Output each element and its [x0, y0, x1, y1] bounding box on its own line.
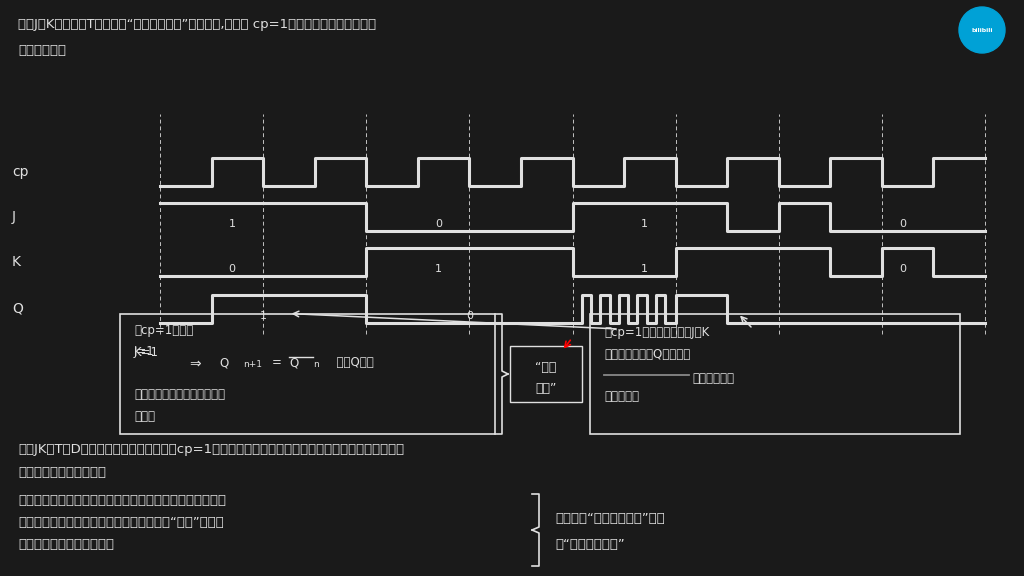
Text: 输出Q连续: 输出Q连续: [329, 356, 374, 369]
Text: K: K: [12, 255, 22, 269]
Text: 的变化引起输出Q的变化。: 的变化引起输出Q的变化。: [604, 347, 690, 361]
Text: K=1: K=1: [134, 346, 159, 358]
Text: Q: Q: [219, 356, 228, 369]
Text: 期内，输出至多只有一次变化。不希望出现“空翳”或输入: 期内，输出至多只有一次变化。不希望出现“空翳”或输入: [18, 516, 224, 529]
Text: J: J: [12, 210, 16, 224]
Text: 器件的抗干扰能力较差。: 器件的抗干扰能力较差。: [18, 466, 106, 479]
Text: 1: 1: [228, 219, 236, 229]
Text: 0: 0: [228, 264, 236, 274]
Text: 0: 0: [466, 311, 473, 321]
Text: “空翳: “空翳: [536, 361, 557, 374]
Text: =: =: [272, 356, 282, 369]
Text: 0: 0: [435, 219, 442, 229]
Text: J=1: J=1: [134, 346, 155, 358]
FancyBboxPatch shape: [590, 314, 961, 434]
Text: 基本J、K触发器、T触发器为“时钒电平触发”工作方式,在时钒 cp=1期间，输入信号的变化影: 基本J、K触发器、T触发器为“时钒电平触发”工作方式,在时钒 cp=1期间，输入…: [18, 18, 376, 31]
Circle shape: [959, 7, 1005, 53]
Text: 1: 1: [641, 219, 648, 229]
Text: 1: 1: [641, 264, 648, 274]
FancyBboxPatch shape: [120, 314, 495, 434]
Text: 1: 1: [435, 264, 442, 274]
Text: 基本触发器抗: 基本触发器抗: [692, 372, 734, 385]
Text: 响输出信号。: 响输出信号。: [18, 44, 66, 57]
Text: cp: cp: [12, 165, 29, 179]
Text: 在cp=1期间，输入信号J、K: 在cp=1期间，输入信号J、K: [604, 326, 710, 339]
Text: 为“时钒边沿触发”: 为“时钒边沿触发”: [555, 539, 625, 551]
Text: bilibili: bilibili: [971, 28, 992, 32]
Text: 翻转，翻转周期由门延迟时间: 翻转，翻转周期由门延迟时间: [134, 388, 225, 401]
Text: Q: Q: [289, 356, 298, 369]
Text: 干扰能力差: 干扰能力差: [604, 391, 639, 404]
Text: 决定。: 决定。: [134, 410, 155, 423]
Text: 现象”: 现象”: [536, 381, 557, 395]
Text: 这要求由“时钒电平触发”改进: 这要求由“时钒电平触发”改进: [555, 511, 665, 525]
FancyBboxPatch shape: [510, 346, 582, 402]
Text: ⇒: ⇒: [189, 356, 201, 370]
Text: 基本JK、T、D触发器工作时，要求在时钒cp=1期间，输入信号不变化。这提高了对输入信号的要求，: 基本JK、T、D触发器工作时，要求在时钒cp=1期间，输入信号不变化。这提高了对…: [18, 443, 404, 456]
Text: 0: 0: [899, 264, 906, 274]
Text: 时序电路中，希望电路的工作由时钒控制，即在一个时钒周: 时序电路中，希望电路的工作由时钒控制，即在一个时钒周: [18, 494, 226, 507]
Text: 0: 0: [899, 219, 906, 229]
Text: 在cp=1期间，: 在cp=1期间，: [134, 324, 194, 337]
Text: 信号连续影响输出的情况。: 信号连续影响输出的情况。: [18, 538, 114, 551]
Text: 1: 1: [260, 311, 266, 321]
Text: n+1: n+1: [243, 360, 262, 369]
Text: Q: Q: [12, 302, 23, 316]
Text: n: n: [313, 360, 318, 369]
